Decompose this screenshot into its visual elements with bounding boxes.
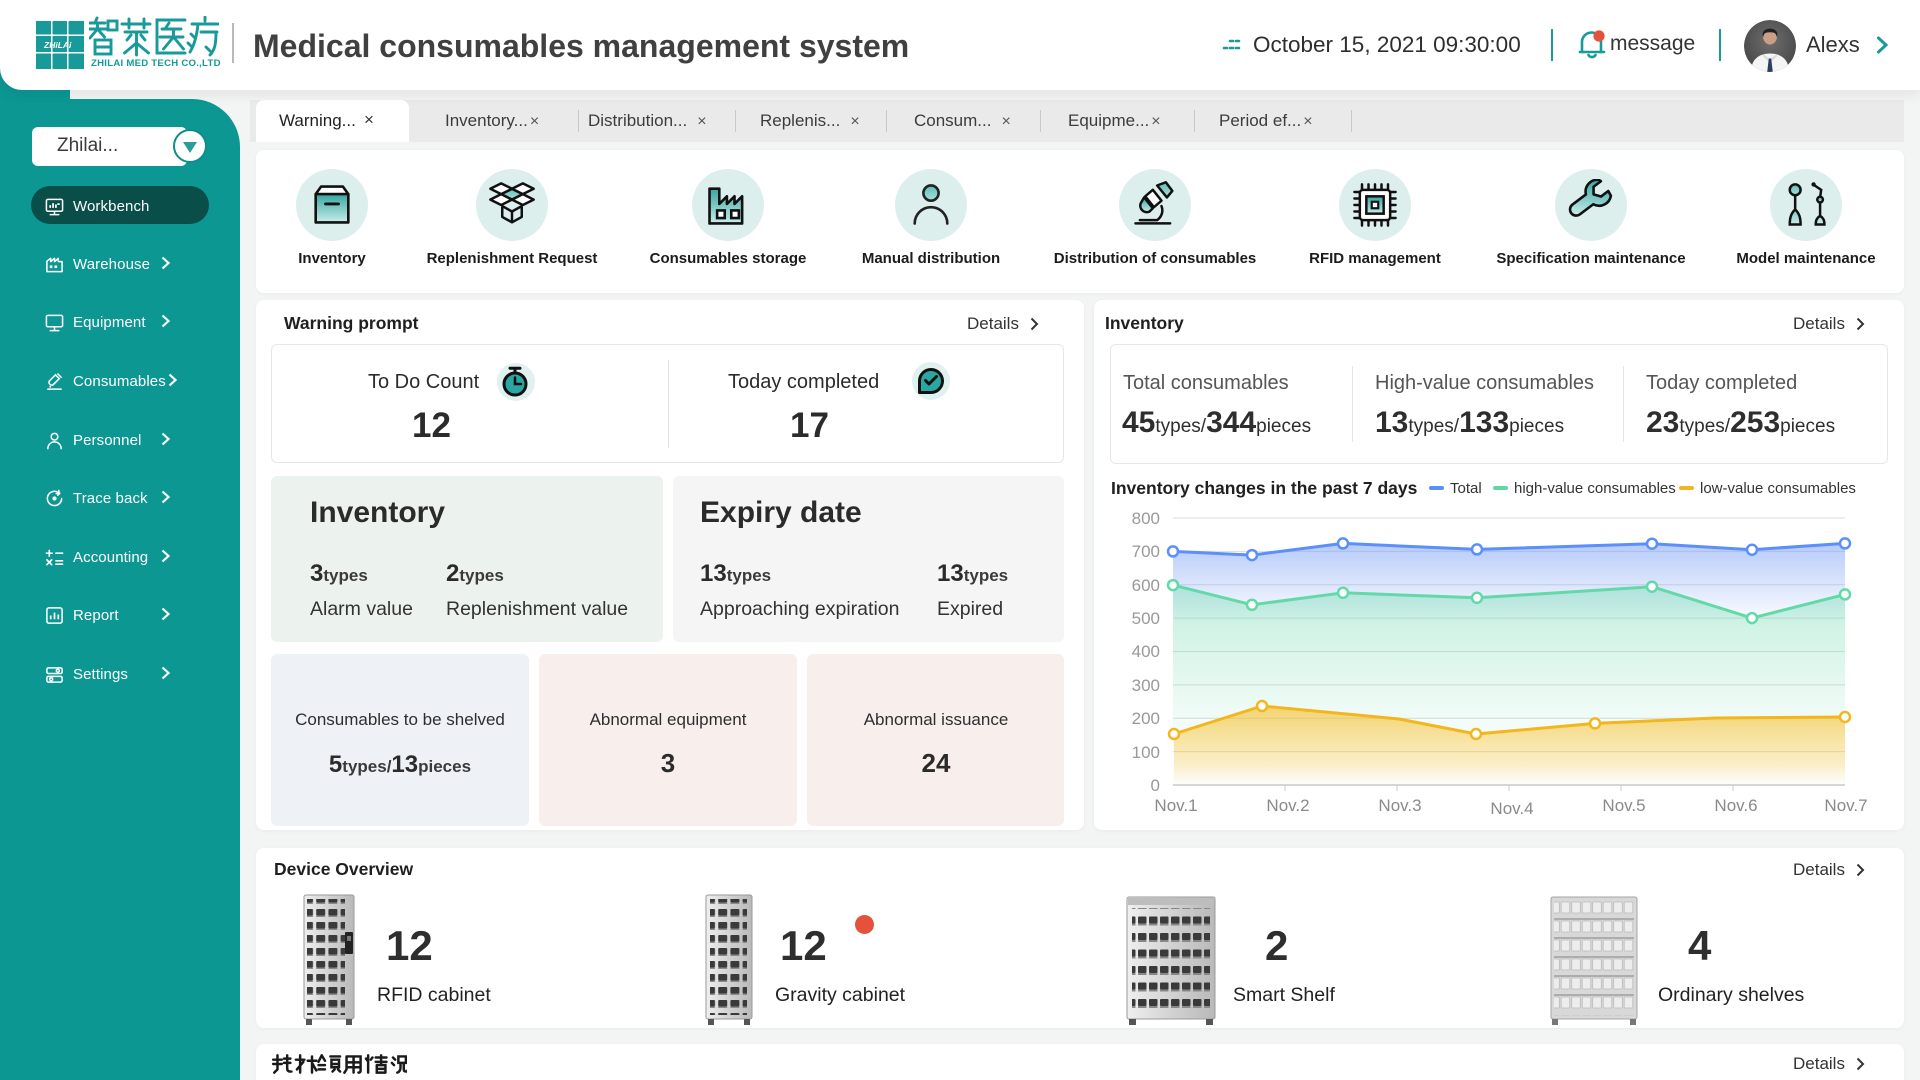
svg-text:200: 200 — [1132, 709, 1160, 728]
svg-text:700: 700 — [1132, 542, 1160, 561]
svg-text:Nov.4: Nov.4 — [1490, 799, 1533, 818]
svg-text:Nov.7: Nov.7 — [1824, 796, 1867, 815]
svg-text:600: 600 — [1132, 576, 1160, 595]
svg-text:ZHiLAi: ZHiLAi — [43, 40, 72, 50]
svg-text:500: 500 — [1132, 609, 1160, 628]
svg-text:Nov.1: Nov.1 — [1154, 796, 1197, 815]
svg-text:100: 100 — [1132, 743, 1160, 762]
svg-text:800: 800 — [1132, 509, 1160, 528]
svg-text:Nov.2: Nov.2 — [1266, 796, 1309, 815]
svg-text:300: 300 — [1132, 676, 1160, 695]
svg-text:400: 400 — [1132, 642, 1160, 661]
svg-text:0: 0 — [1151, 776, 1160, 795]
svg-text:Nov.3: Nov.3 — [1378, 796, 1421, 815]
svg-text:Nov.5: Nov.5 — [1602, 796, 1645, 815]
svg-text:Nov.6: Nov.6 — [1714, 796, 1757, 815]
